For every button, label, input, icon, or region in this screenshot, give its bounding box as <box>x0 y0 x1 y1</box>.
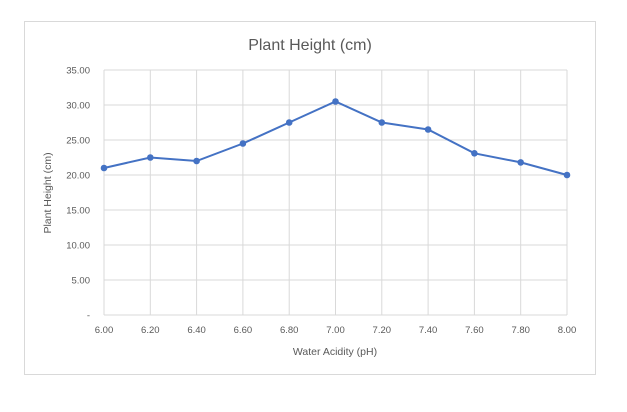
x-tick-label: 6.80 <box>280 325 299 336</box>
data-point <box>285 119 293 126</box>
x-axis-ticks: 6.00 6.20 6.40 6.60 6.80 7.00 7.20 7.40 7.60 7.80… <box>95 325 577 336</box>
data-point <box>424 126 432 133</box>
y-tick-label: - <box>87 311 90 322</box>
x-tick-label: 7.20 <box>373 325 392 336</box>
chart-area <box>24 21 596 375</box>
y-tick-label: 10.00 <box>66 241 90 252</box>
data-point <box>193 157 200 165</box>
x-axis-title: Water Acidity (pH) <box>293 346 377 358</box>
data-point <box>239 140 247 147</box>
y-tick-label: 15.00 <box>66 206 90 217</box>
x-tick-label: 7.80 <box>511 325 530 336</box>
y-tick-label: 20.00 <box>66 171 90 182</box>
y-tick-label: 5.00 <box>72 276 91 287</box>
y-axis-title: Plant Height (cm) <box>42 152 54 233</box>
x-tick-label: 6.40 <box>187 325 206 336</box>
y-axis-ticks: - 5.00 10.00 15.00 20.00 25.00 30.00 35.00 <box>66 66 90 322</box>
chart-title: Plant Height (cm) <box>248 37 372 54</box>
data-point <box>378 119 386 126</box>
data-point <box>517 159 524 166</box>
x-tick-label: 8.00 <box>558 325 577 336</box>
x-tick-label: 7.40 <box>419 325 438 336</box>
gridlines <box>103 69 568 316</box>
y-tick-label: 30.00 <box>66 101 90 112</box>
data-point <box>100 164 108 172</box>
x-tick-label: 7.60 <box>465 325 484 336</box>
y-tick-label: 25.00 <box>66 136 90 147</box>
data-point <box>332 98 339 105</box>
x-tick-label: 6.60 <box>234 325 253 336</box>
x-tick-label: 7.00 <box>326 325 345 336</box>
x-tick-label: 6.20 <box>141 325 160 336</box>
x-tick-label: 6.00 <box>95 325 114 336</box>
y-tick-label: 35.00 <box>66 66 90 77</box>
data-point <box>563 171 571 179</box>
data-point <box>471 150 478 157</box>
data-point <box>147 154 154 161</box>
data-points <box>100 98 571 179</box>
